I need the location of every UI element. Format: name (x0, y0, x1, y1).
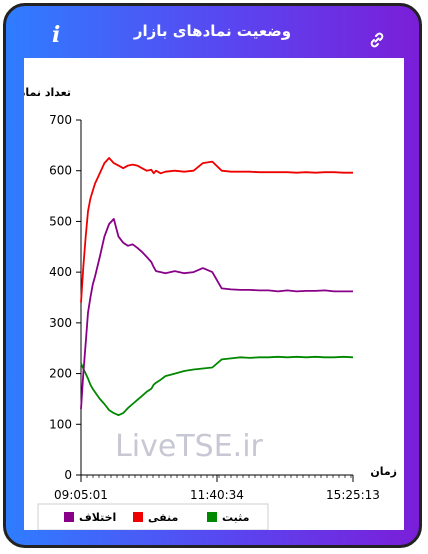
legend-swatch-positive (207, 512, 217, 522)
legend-swatch-negative (133, 512, 143, 522)
widget-frame: وضعیت نمادهای بازار i تعداد نماد زمان Li… (3, 3, 422, 548)
y-tick-label: 500 (49, 214, 72, 228)
y-tick-label: 600 (49, 164, 72, 178)
series-line-difference (80, 218, 353, 410)
series-line-negative (80, 157, 353, 303)
y-tick-label: 300 (49, 316, 72, 330)
legend-label-positive: مثبت (222, 511, 249, 524)
x-tick-label: 11:40:34 (190, 488, 244, 502)
y-tick-label: 200 (49, 367, 72, 381)
y-tick-label: 100 (49, 417, 72, 431)
info-icon[interactable]: i (52, 22, 61, 48)
y-axis-label: تعداد نماد (24, 86, 71, 99)
chart-legend: اختلاف منفی مثبت (37, 503, 269, 531)
market-status-chart: تعداد نماد زمان LiveTSE.ir 0 100 200 300 400… (20, 86, 397, 531)
legend-label-difference: اختلاف (79, 511, 116, 524)
chart-axes: 0 100 200 300 400 500 600 700 09:05:01 11:40:34 15… (49, 113, 380, 502)
series-line-positive (80, 355, 354, 417)
chart-panel: تعداد نماد زمان LiveTSE.ir 0 100 200 300 400… (20, 58, 404, 531)
link-icon[interactable] (369, 32, 385, 48)
legend-swatch-difference (64, 512, 74, 522)
widget-title: وضعیت نمادهای بازار (133, 22, 292, 40)
x-axis-label: زمان (370, 465, 397, 478)
watermark: LiveTSE.ir (115, 429, 263, 464)
x-tick-label: 09:05:01 (54, 488, 108, 502)
y-tick-label: 700 (49, 113, 72, 127)
y-tick-label: 0 (64, 468, 72, 482)
y-tick-label: 400 (49, 265, 72, 279)
widget-header: وضعیت نمادهای بازار (6, 6, 419, 56)
legend-label-negative: منفی (148, 511, 178, 524)
x-tick-label: 15:25:13 (326, 488, 380, 502)
chart-lines (80, 157, 354, 417)
